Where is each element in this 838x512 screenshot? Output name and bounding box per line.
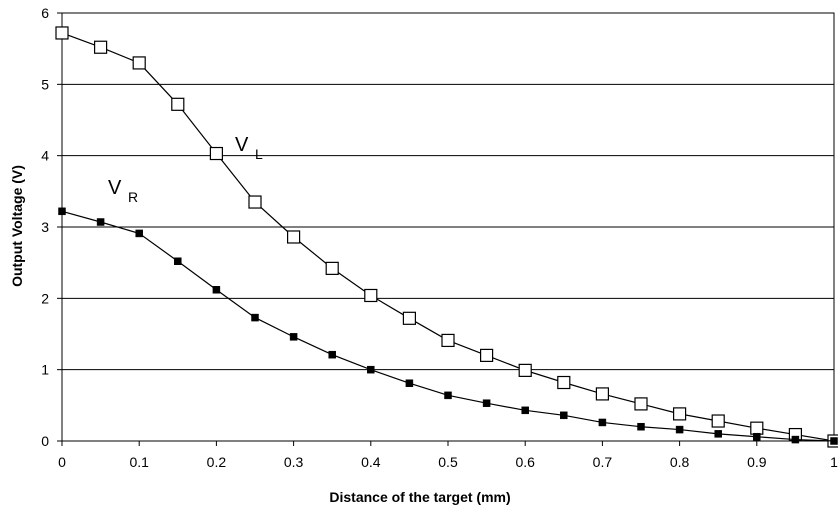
data-point: [325, 261, 339, 275]
data-point: [58, 207, 66, 216]
annotation-vr: V R: [108, 177, 138, 205]
data-point: [711, 414, 725, 428]
x-tick-label: 0.7: [593, 454, 613, 470]
data-point: [750, 421, 764, 435]
x-tick-label: 0.6: [515, 454, 535, 470]
data-point: [560, 411, 568, 420]
series-layer: [55, 26, 838, 448]
data-point: [518, 363, 532, 377]
series-vr: [58, 207, 838, 445]
data-point: [480, 348, 494, 362]
x-tick-label: 0.2: [207, 454, 227, 470]
x-axis-ticks: 0 0.1 0.2 0.3 0.4 0.5 0.6 0.7 0.8 0.9 1: [58, 441, 838, 470]
annotation-vr-sub: R: [128, 189, 138, 205]
data-point: [595, 387, 610, 401]
y-tick-label: 1: [41, 362, 49, 378]
data-point: [212, 286, 221, 294]
y-tick-label: 3: [41, 219, 49, 235]
x-tick-label: 1: [830, 454, 838, 470]
series-line: [61, 210, 835, 442]
data-point: [367, 365, 375, 374]
x-tick-label: 0.5: [438, 454, 458, 470]
data-point: [209, 146, 223, 161]
y-tick-label: 2: [41, 290, 49, 306]
data-point: [791, 435, 800, 444]
data-point: [637, 422, 645, 431]
annotation-vl-sub: L: [255, 146, 263, 162]
annotation-vr-main: V: [108, 177, 122, 199]
y-tick-label: 0: [41, 433, 49, 449]
annotation-vl: V L: [235, 134, 263, 162]
x-axis-title: Distance of the target (mm): [329, 489, 510, 505]
data-point: [444, 391, 452, 400]
data-point: [135, 229, 143, 238]
y-axis-title: Output Voltage (V): [9, 165, 25, 287]
data-point: [714, 430, 722, 438]
data-point: [287, 230, 301, 244]
y-tick-label: 5: [41, 76, 49, 92]
data-point: [96, 218, 105, 226]
data-point: [289, 333, 298, 341]
data-point: [405, 379, 414, 387]
gridlines: [62, 83, 834, 371]
x-tick-label: 0.3: [284, 454, 304, 470]
data-point: [364, 288, 378, 303]
data-point: [328, 350, 336, 359]
data-point: [753, 432, 761, 441]
data-point: [132, 56, 146, 70]
data-point: [672, 407, 687, 421]
data-point: [441, 333, 455, 348]
y-tick-label: 4: [41, 148, 49, 164]
data-point: [598, 418, 607, 427]
data-point: [93, 40, 108, 54]
data-point: [634, 397, 648, 411]
series-vl: [55, 26, 838, 448]
data-point: [402, 311, 416, 325]
data-point: [557, 375, 571, 390]
data-point: [830, 437, 838, 445]
x-tick-label: 0: [58, 454, 66, 470]
data-point: [675, 425, 684, 434]
series-line: [61, 32, 835, 442]
x-tick-label: 0.8: [670, 454, 690, 470]
data-point: [248, 195, 262, 209]
y-tick-label: 6: [41, 5, 49, 21]
y-axis-ticks: 0 1 2 3 4 5 6: [41, 5, 62, 449]
data-point: [482, 399, 491, 407]
x-tick-label: 0.1: [129, 454, 149, 470]
data-point: [521, 406, 529, 415]
data-point: [174, 257, 182, 265]
data-point: [251, 313, 259, 322]
data-point: [171, 97, 185, 111]
data-point: [55, 26, 69, 40]
annotation-vl-main: V: [235, 134, 249, 156]
x-tick-label: 0.4: [361, 454, 381, 470]
x-tick-label: 0.9: [747, 454, 767, 470]
